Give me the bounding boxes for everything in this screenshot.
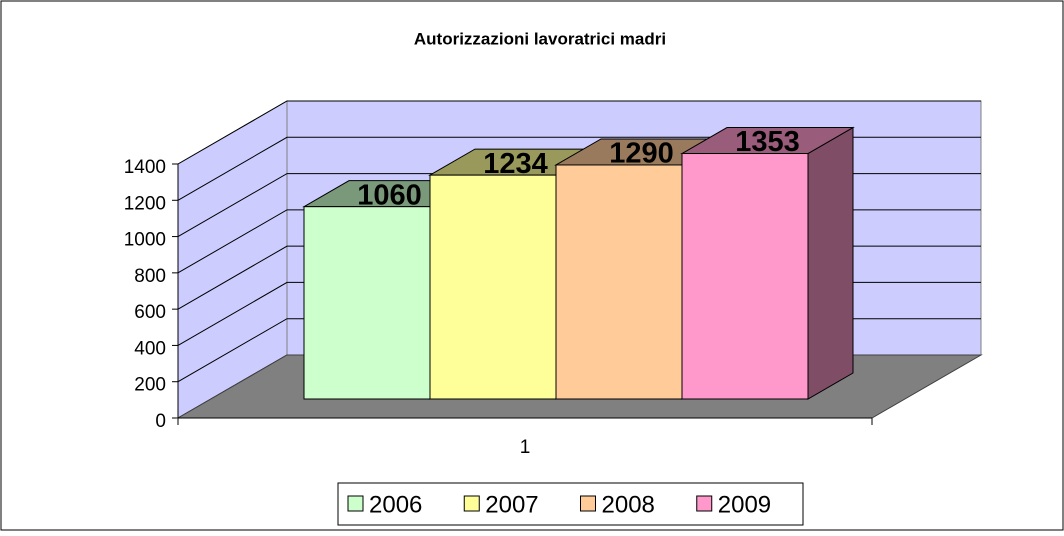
value-label: 1290 xyxy=(609,138,674,170)
bar xyxy=(681,153,809,400)
y-tick-label: 0 xyxy=(155,411,166,432)
legend-label: 2009 xyxy=(718,491,771,518)
bar xyxy=(429,174,557,400)
y-tick-label: 200 xyxy=(134,375,166,396)
legend-label: 2008 xyxy=(602,491,655,518)
y-tick-label: 1000 xyxy=(124,230,166,251)
value-label: 1060 xyxy=(357,179,422,211)
legend-swatch xyxy=(580,495,596,512)
grid-line xyxy=(177,100,981,165)
legend-label: 2006 xyxy=(369,491,422,518)
legend-swatch xyxy=(696,495,713,512)
y-tick-label: 800 xyxy=(134,266,166,287)
legend-swatch xyxy=(347,495,364,512)
value-label: 1353 xyxy=(735,126,800,158)
bar-side xyxy=(807,126,854,400)
legend-box xyxy=(337,482,804,526)
legend-swatch xyxy=(463,495,480,512)
chart-title: Autorizzazioni lavoratrici madri xyxy=(414,29,666,48)
x-tick-label: 1 xyxy=(520,437,531,458)
y-tick-label: 1200 xyxy=(124,193,166,214)
y-tick-label: 400 xyxy=(134,338,166,359)
bar xyxy=(555,164,683,400)
y-tick-label: 600 xyxy=(134,302,166,323)
y-tick-label: 1400 xyxy=(124,157,166,178)
legend-label: 2007 xyxy=(485,491,538,518)
bar xyxy=(303,206,431,400)
value-label: 1234 xyxy=(483,148,548,180)
